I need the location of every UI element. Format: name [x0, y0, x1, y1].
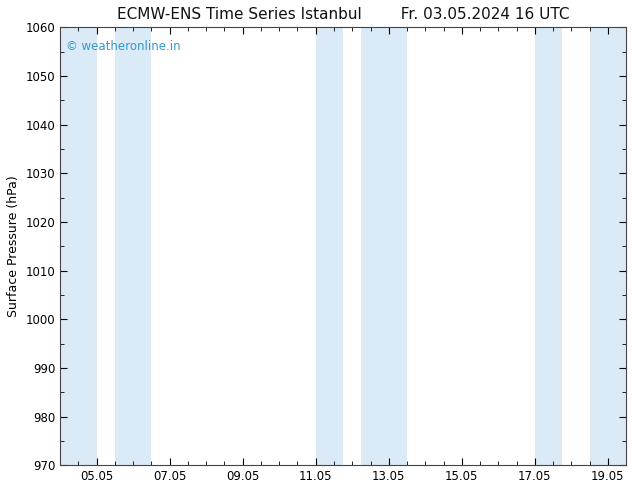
Bar	[361, 27, 407, 465]
Bar	[535, 27, 562, 465]
Title: ECMW-ENS Time Series Istanbul        Fr. 03.05.2024 16 UTC: ECMW-ENS Time Series Istanbul Fr. 03.05.…	[117, 7, 569, 22]
Bar	[316, 27, 343, 465]
Y-axis label: Surface Pressure (hPa): Surface Pressure (hPa)	[7, 175, 20, 317]
Bar	[590, 27, 626, 465]
Text: © weatheronline.in: © weatheronline.in	[66, 40, 181, 53]
Bar	[115, 27, 152, 465]
Bar	[60, 27, 96, 465]
